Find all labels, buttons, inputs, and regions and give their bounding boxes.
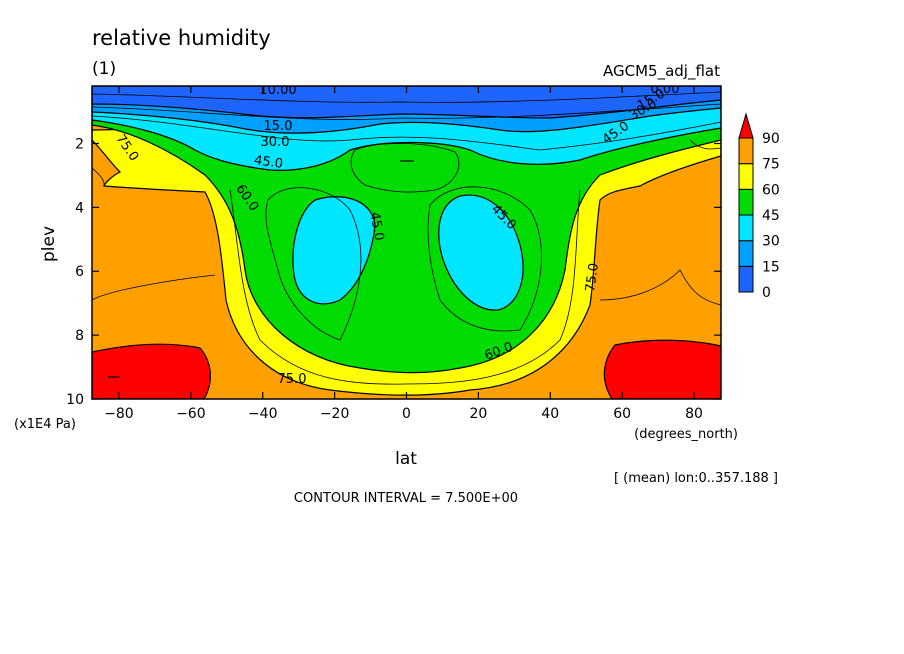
colorbar-label: 0 [762, 285, 771, 301]
colorbar-swatch [739, 164, 753, 190]
y-tick-label: 2 [75, 136, 84, 152]
colorbar-label: 45 [762, 208, 780, 224]
colorbar-label: 75 [762, 157, 780, 173]
mean-note: [ (mean) lon:0..357.188 ] [614, 471, 778, 486]
x-tick-label: 80 [685, 406, 703, 422]
colorbar-swatch [739, 215, 753, 241]
y-axis-label: plev [39, 226, 59, 262]
colorbar-label: 30 [762, 234, 780, 250]
colorbar-extend-arrow [739, 114, 753, 138]
colorbar-swatch [739, 266, 753, 292]
colorbar-swatch [739, 189, 753, 215]
band-red-north [604, 340, 721, 399]
y-tick-label: 8 [75, 328, 84, 344]
x-tick-label: −80 [104, 406, 134, 422]
x-tick-label: 60 [613, 406, 631, 422]
colorbar-swatch [739, 138, 753, 164]
x-tick-label: 40 [541, 406, 559, 422]
chart-subtitle: (1) [92, 59, 116, 79]
svg-text:75.0: 75.0 [278, 372, 307, 387]
contour-field: 10.00 15.0 30.0 45.0 75.0 60.0 45.0 45.0… [92, 82, 721, 399]
x-axis-label: lat [395, 449, 417, 469]
y-axis-units: (x1E4 Pa) [14, 417, 76, 432]
svg-text:30.0: 30.0 [261, 135, 290, 150]
x-tick-label: −40 [248, 406, 278, 422]
colorbar-label: 60 [762, 182, 780, 198]
x-tick-label: −60 [176, 406, 206, 422]
colorbar-swatch [739, 241, 753, 267]
colorbar-label: 15 [762, 259, 780, 275]
y-tick-label: 4 [75, 200, 84, 216]
chart-title: relative humidity [92, 26, 271, 50]
x-tick-label: −20 [320, 406, 350, 422]
x-tick-label: 20 [469, 406, 487, 422]
svg-text:15.0: 15.0 [264, 119, 293, 134]
dataset-label: AGCM5_adj_flat [603, 62, 720, 81]
y-tick-label: 10 [66, 392, 84, 408]
colorbar: 0 15 30 45 60 75 90 [739, 114, 780, 301]
y-tick-label: 6 [75, 264, 84, 280]
x-tick-label: 0 [402, 406, 411, 422]
colorbar-label: 90 [762, 131, 780, 147]
x-axis-units: (degrees_north) [634, 427, 738, 442]
contour-interval: CONTOUR INTERVAL = 7.500E+00 [294, 491, 518, 506]
band-red-south [92, 344, 210, 399]
